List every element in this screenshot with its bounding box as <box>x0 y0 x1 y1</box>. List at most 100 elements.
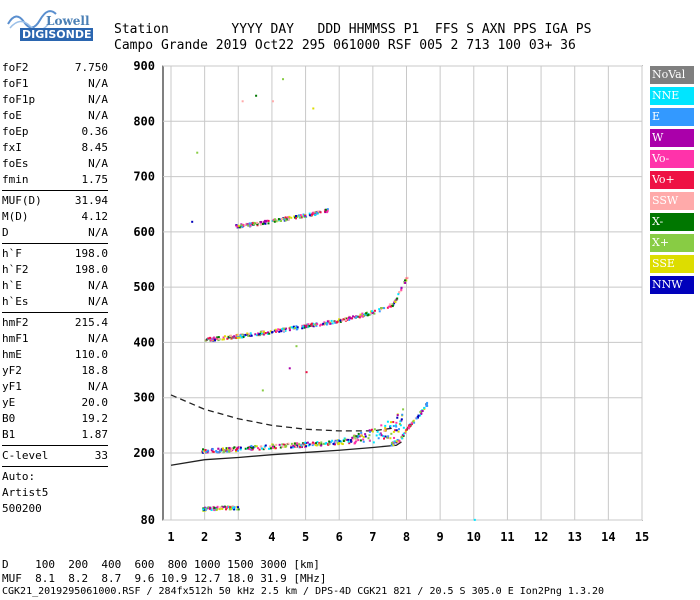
trace-point <box>322 323 325 326</box>
param-name: yF1 <box>2 380 22 393</box>
trace-point <box>391 303 394 306</box>
trace-point <box>272 218 275 221</box>
trace-point <box>395 421 398 424</box>
trace-point <box>259 330 262 333</box>
legend-item-w: W <box>650 129 694 147</box>
trace-point <box>383 307 386 310</box>
trace-point <box>262 330 265 333</box>
trace-point <box>402 408 405 411</box>
trace-point <box>279 446 282 449</box>
param-row: D N/A <box>2 225 108 241</box>
trace-point <box>239 446 242 449</box>
trace-point <box>400 288 403 291</box>
distance-row: D 100 200 400 600 800 1000 1500 3000 [km… <box>2 558 320 571</box>
param-row: MUF(D) 31.94 <box>2 193 108 209</box>
x-tick-label: 3 <box>235 530 242 544</box>
trace-point <box>398 290 401 293</box>
trace-point <box>212 450 215 453</box>
trace-point <box>244 447 247 450</box>
param-value: 198.0 <box>74 263 108 276</box>
legend-item-nnw: NNW <box>650 276 694 294</box>
trace-point <box>273 447 276 450</box>
trace-point <box>353 434 356 437</box>
separator <box>2 312 108 313</box>
trace-point <box>368 434 371 437</box>
param-value: 20.0 <box>81 396 109 409</box>
trace-point <box>221 507 224 510</box>
trace-point <box>211 448 214 451</box>
trace-point <box>264 444 267 447</box>
trace-point <box>285 443 288 446</box>
trace-point <box>369 312 372 315</box>
param-value: 1.87 <box>81 428 109 441</box>
param-name: foF1p <box>2 93 36 106</box>
trace-point <box>403 432 406 435</box>
trace-point <box>393 300 396 303</box>
trace-point <box>359 439 362 442</box>
trace-point <box>246 332 249 335</box>
trace-point <box>342 440 345 443</box>
trace-point <box>316 212 319 215</box>
trace-point <box>233 446 236 449</box>
trace-point <box>361 312 364 315</box>
trace-point <box>204 508 207 511</box>
trace-point <box>237 334 240 337</box>
scatter-point <box>295 345 298 348</box>
trace-point <box>336 439 339 442</box>
trace-point <box>397 293 400 296</box>
trace-point <box>273 445 276 448</box>
profile-dashed-line <box>170 394 394 432</box>
trace-point <box>400 418 403 421</box>
trace-point <box>290 445 293 448</box>
trace-point <box>236 447 239 450</box>
trace-point <box>315 211 318 214</box>
param-value: 33 <box>94 449 108 462</box>
trace-point <box>238 226 241 229</box>
trace-point <box>259 332 262 335</box>
trace-point <box>254 444 257 447</box>
logo-lowell: Lowell <box>46 14 90 28</box>
trace-point <box>236 336 239 339</box>
trace-point <box>232 447 235 450</box>
trace-point <box>296 328 299 331</box>
x-tick-label: 14 <box>601 530 615 544</box>
trace-point <box>392 444 395 447</box>
trace-point <box>295 325 298 328</box>
trace-point <box>292 446 295 449</box>
trace-point <box>223 505 226 508</box>
trace-point <box>326 211 329 214</box>
trace-point <box>390 444 393 447</box>
trace-point <box>206 451 209 454</box>
trace-point <box>361 315 364 318</box>
trace-point <box>281 328 284 331</box>
trace-point <box>314 211 317 214</box>
y-tick-label: 500 <box>133 280 155 294</box>
trace-point <box>326 443 329 446</box>
trace-point <box>309 214 312 217</box>
trace-point <box>311 444 314 447</box>
trace-point <box>316 441 319 444</box>
trace-point <box>345 317 348 320</box>
trace-point <box>271 446 274 449</box>
trace-point <box>295 445 298 448</box>
param-value: N/A <box>88 332 108 345</box>
trace-point <box>283 329 286 332</box>
trace-point <box>283 218 286 221</box>
trace-point <box>292 327 295 330</box>
trace-point <box>251 222 254 225</box>
trace-point <box>307 323 310 326</box>
trace-point <box>380 434 383 437</box>
trace-point <box>315 444 318 447</box>
trace-point <box>338 318 341 321</box>
trace-point <box>249 332 252 335</box>
trace-point <box>331 439 334 442</box>
trace-point <box>311 213 314 216</box>
param-name: B1 <box>2 428 16 441</box>
x-tick-label: 7 <box>369 530 376 544</box>
trace-point <box>211 450 214 453</box>
trace-point <box>343 437 346 440</box>
trace-point <box>227 450 230 453</box>
trace-point <box>225 447 228 450</box>
trace-point <box>362 438 365 441</box>
trace-point <box>273 220 276 223</box>
